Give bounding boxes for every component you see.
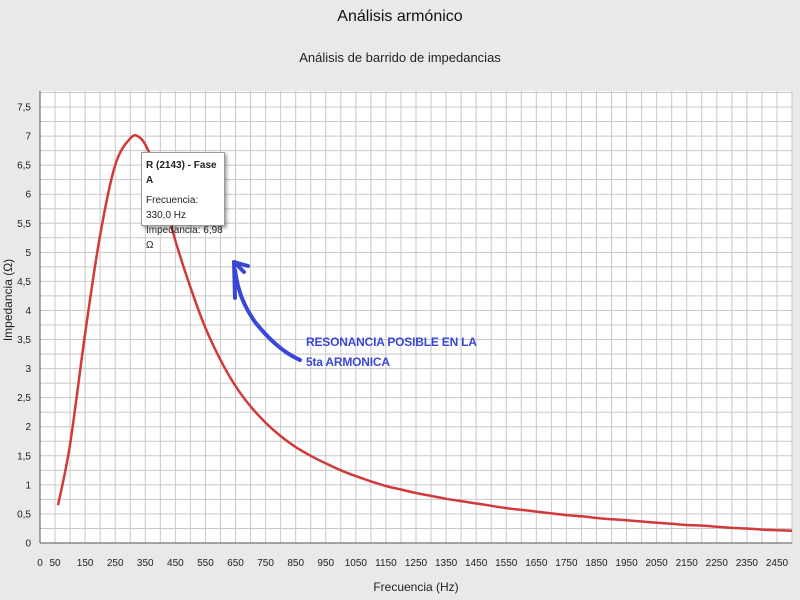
y-tick-label: 0,5 (17, 509, 31, 520)
x-tick-label: 650 (227, 558, 244, 569)
y-tick-label: 0 (25, 539, 31, 550)
x-tick-label: 1450 (465, 558, 488, 569)
data-point-tooltip: R (2143) - Fase A Frecuencia: 330,0 Hz I… (141, 152, 225, 251)
x-tick-label: 2450 (766, 558, 789, 569)
y-tick-label: 7,5 (17, 103, 31, 114)
tooltip-impedance: Impedancia: 6,98 Ω (146, 225, 223, 251)
x-tick-label: 1750 (555, 558, 578, 569)
x-tick-label: 50 (49, 558, 61, 569)
x-tick-label: 450 (167, 558, 184, 569)
resonance-annotation: RESONANCIA POSIBLE EN LA 5ta ARMONICA (306, 332, 477, 372)
x-tick-label: 2250 (706, 558, 729, 569)
y-tick-label: 4 (25, 306, 31, 317)
annotation-line-2: 5ta ARMONICA (306, 355, 390, 369)
x-tick-label: 150 (77, 558, 94, 569)
x-tick-label: 1650 (525, 558, 548, 569)
annotation-arrow (232, 260, 302, 362)
tooltip-title: R (2143) - Fase A (146, 160, 217, 186)
x-tick-label: 2150 (676, 558, 699, 569)
x-tick-label: 1350 (435, 558, 458, 569)
x-tick-label: 950 (317, 558, 334, 569)
x-tick-label: 1850 (585, 558, 608, 569)
y-tick-label: 5 (25, 248, 31, 259)
x-tick-label: 2050 (646, 558, 669, 569)
y-tick-label: 3 (25, 364, 31, 375)
x-tick-label: 2350 (736, 558, 759, 569)
y-tick-label: 7 (25, 132, 31, 143)
y-tick-label: 6,5 (17, 161, 31, 172)
y-tick-label: 3,5 (17, 335, 31, 346)
y-tick-label: 2 (25, 422, 31, 433)
x-tick-label: 1950 (615, 558, 638, 569)
y-axis-label: Impedancia (Ω) (1, 259, 15, 341)
chart-title: Análisis armónico (337, 8, 463, 25)
x-tick-label: 1550 (495, 558, 518, 569)
y-tick-label: 4,5 (17, 277, 31, 288)
x-tick-label: 250 (107, 558, 124, 569)
axes (39, 91, 792, 544)
y-tick-label: 6 (25, 190, 31, 201)
x-tick-label: 1250 (405, 558, 428, 569)
x-tick-label: 350 (137, 558, 154, 569)
x-axis-label: Frecuencia (Hz) (373, 580, 458, 594)
x-tick-label: 750 (257, 558, 274, 569)
y-tick-label: 5,5 (17, 219, 31, 230)
tooltip-frequency: Frecuencia: 330,0 Hz (146, 195, 199, 221)
x-tick-label: 1050 (345, 558, 368, 569)
y-tick-labels: 0 0,5 1 1,5 2 2,5 3 3,5 4 4,5 5 5,5 6 6,5 7 7,5 (17, 103, 31, 550)
annotation-line-1: RESONANCIA POSIBLE EN LA (306, 335, 477, 349)
x-tick-label: 850 (287, 558, 304, 569)
y-tick-label: 1 (25, 480, 31, 491)
x-tick-labels: 0 50 150 250 350 450 550 650 750 850 950 1050 1150 12… (37, 558, 788, 569)
y-tick-label: 2,5 (17, 393, 31, 404)
chart-subtitle: Análisis de barrido de impedancias (299, 50, 501, 65)
x-tick-label: 1150 (375, 558, 397, 569)
x-tick-label: 0 (37, 558, 43, 569)
x-tick-label: 550 (197, 558, 214, 569)
y-tick-label: 1,5 (17, 451, 31, 462)
